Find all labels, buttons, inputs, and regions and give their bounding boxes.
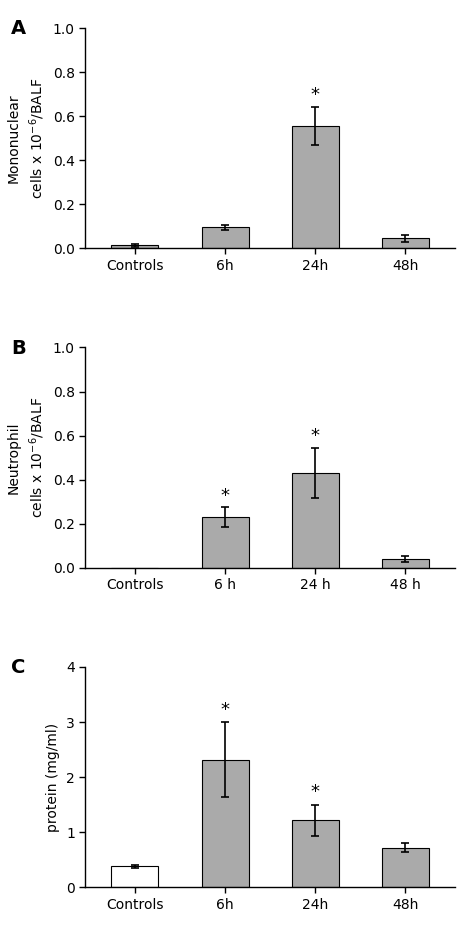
Bar xyxy=(111,867,158,887)
Bar xyxy=(111,246,158,248)
Text: *: * xyxy=(311,784,320,801)
Bar xyxy=(382,238,429,248)
Text: *: * xyxy=(311,427,320,445)
Y-axis label: Mononuclear
cells x 10$^{-6}$/BALF: Mononuclear cells x 10$^{-6}$/BALF xyxy=(6,78,47,199)
Text: *: * xyxy=(220,700,229,719)
Y-axis label: protein (mg/ml): protein (mg/ml) xyxy=(46,723,61,831)
Text: C: C xyxy=(11,658,26,677)
Text: *: * xyxy=(311,86,320,104)
Bar xyxy=(382,848,429,887)
Bar xyxy=(201,517,248,568)
Text: *: * xyxy=(220,487,229,505)
Bar xyxy=(292,474,339,568)
Text: B: B xyxy=(11,339,26,358)
Bar xyxy=(292,126,339,248)
Y-axis label: Neutrophil
cells x 10$^{-6}$/BALF: Neutrophil cells x 10$^{-6}$/BALF xyxy=(6,397,47,518)
Bar xyxy=(201,227,248,248)
Bar xyxy=(201,759,248,887)
Text: A: A xyxy=(11,20,27,38)
Bar xyxy=(292,820,339,887)
Bar xyxy=(382,559,429,568)
